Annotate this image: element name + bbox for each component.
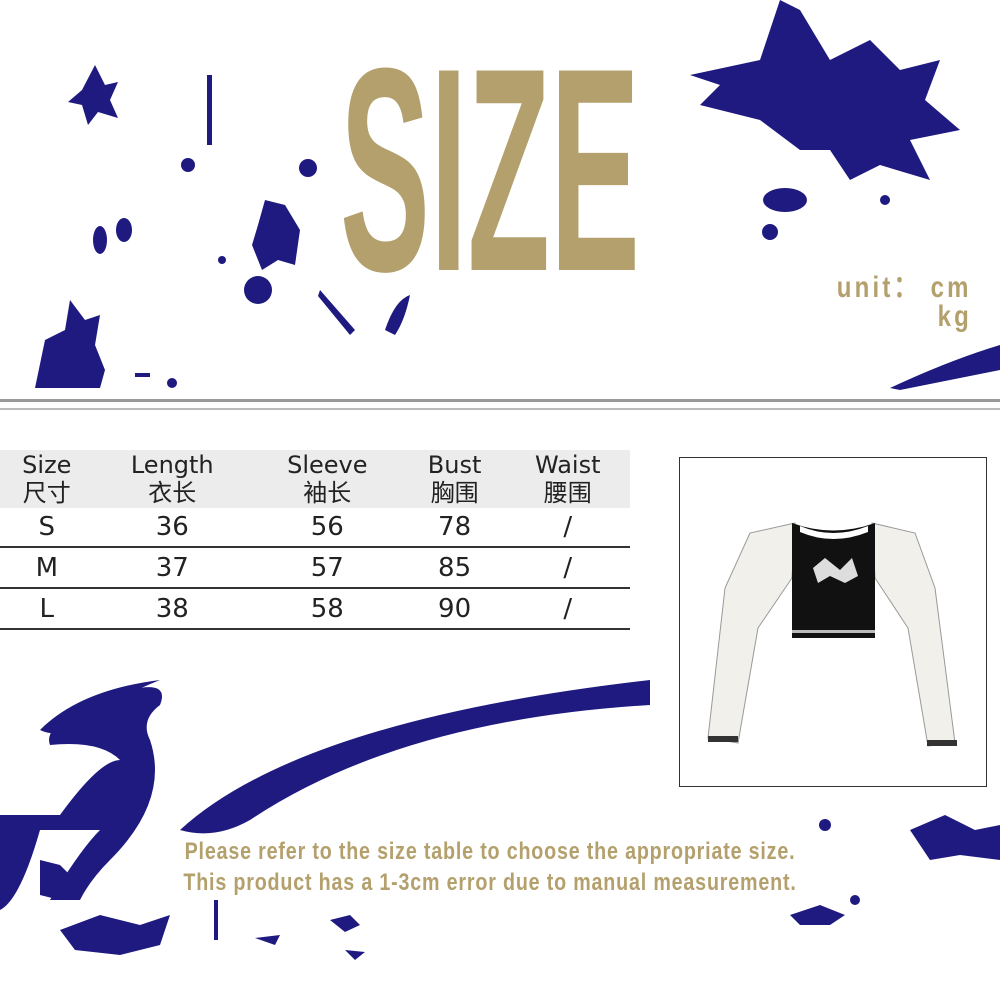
splash-small [330, 915, 360, 932]
cell-waist: / [505, 588, 630, 630]
size-title-text: SIZE [340, 30, 640, 300]
header-sleeve: Sleeve 袖长 [250, 450, 404, 508]
divider-line [0, 408, 1000, 410]
splash-dot [244, 276, 272, 304]
splash-bottom [40, 860, 75, 900]
splash-dot [763, 188, 807, 212]
cell-bust: 90 [403, 588, 506, 630]
splash-bottom-left [35, 300, 105, 388]
size-title-graphic: SIZE [340, 8, 640, 332]
body [792, 523, 875, 638]
unit-cm: cm [930, 271, 972, 304]
swoosh-bottom [0, 687, 162, 910]
right-sleeve [871, 522, 956, 747]
cell-bust: 78 [403, 508, 506, 548]
splash-small [255, 935, 280, 945]
table-row: S 36 56 78 / [0, 508, 630, 548]
splash-drop [385, 295, 410, 335]
table-row: M 37 57 85 / [0, 547, 630, 589]
splash-dot [181, 158, 195, 172]
splash-dot [762, 224, 778, 240]
swoosh-left-arm [40, 680, 160, 734]
splash-top-right [690, 0, 960, 180]
note-measurement-error: This product has a 1-3cm error due to ma… [183, 869, 797, 896]
splash-bottom [60, 915, 170, 955]
table-row: L 38 58 90 / [0, 588, 630, 630]
header-size: Size 尺寸 [0, 450, 94, 508]
cell-waist: / [505, 547, 630, 589]
cell-bust: 85 [403, 547, 506, 589]
cell-sleeve: 56 [250, 508, 404, 548]
cell-sleeve: 57 [250, 547, 404, 589]
product-image [679, 457, 987, 787]
splash-small [345, 950, 365, 960]
cell-size: L [0, 588, 94, 630]
table-header-row: Size 尺寸 Length 衣长 Sleeve 袖长 Bust 胸围 Waist 腰围 [0, 450, 630, 508]
splash-streak [318, 290, 355, 335]
size-title: SIZE [330, 8, 650, 332]
swoosh-right [890, 345, 1000, 390]
cell-length: 38 [93, 588, 251, 630]
splash-dot [299, 159, 317, 177]
cell-length: 37 [93, 547, 251, 589]
splash-dot [880, 195, 890, 205]
splash-streak [207, 75, 212, 145]
splash-dot [218, 256, 226, 264]
note-size-advice: Please refer to the size table to choose… [184, 838, 796, 865]
unit-kg: kg [937, 300, 972, 333]
splash-medium [252, 200, 300, 270]
splash-dot [819, 819, 831, 831]
cell-sleeve: 58 [250, 588, 404, 630]
graphic-print [813, 558, 858, 583]
header-bust: Bust 胸围 [403, 450, 506, 508]
unit-label: unit： cm [837, 262, 972, 306]
splash-small [68, 65, 118, 125]
divider-line [0, 399, 1000, 402]
left-sleeve [707, 522, 796, 744]
splash-streak [214, 900, 218, 940]
cell-size: M [0, 547, 94, 589]
splash-streak [135, 373, 150, 377]
splash-dot [167, 378, 177, 388]
splash-bottom-right [790, 905, 845, 925]
cell-size: S [0, 508, 94, 548]
cell-waist: / [505, 508, 630, 548]
unit-prefix: unit： [837, 271, 922, 304]
splash-dot [93, 226, 107, 254]
swoosh-bottom-tail [180, 680, 650, 834]
cell-length: 36 [93, 508, 251, 548]
size-table: Size 尺寸 Length 衣长 Sleeve 袖长 Bust 胸围 Waist 腰围 … [0, 450, 630, 630]
header-length: Length 衣长 [93, 450, 251, 508]
splash-bottom-right [910, 815, 1000, 860]
crop-top-illustration [707, 522, 957, 747]
splash-dot [116, 218, 132, 242]
splash-dot [850, 895, 860, 905]
header-waist: Waist 腰围 [505, 450, 630, 508]
